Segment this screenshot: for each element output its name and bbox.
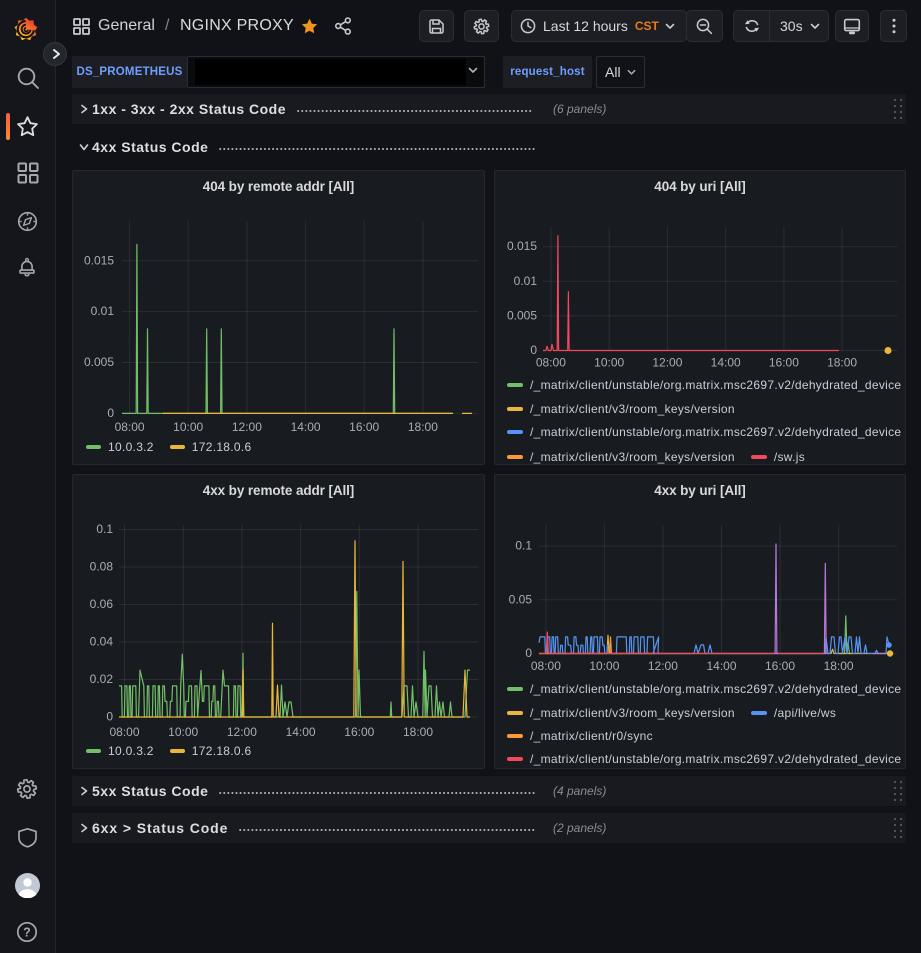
svg-text:0.1: 0.1	[96, 522, 113, 536]
svg-text:0.015: 0.015	[84, 253, 114, 267]
svg-text:18:00: 18:00	[827, 356, 857, 370]
svg-text:0: 0	[525, 646, 532, 660]
svg-text:14:00: 14:00	[286, 725, 316, 739]
svg-text:10:00: 10:00	[589, 659, 619, 673]
svg-text:0.015: 0.015	[507, 239, 537, 253]
svg-text:0: 0	[107, 406, 114, 420]
svg-text:10:00: 10:00	[594, 356, 624, 370]
svg-text:08:00: 08:00	[536, 356, 566, 370]
svg-text:16:00: 16:00	[765, 659, 795, 673]
svg-text:14:00: 14:00	[711, 356, 741, 370]
svg-text:0.04: 0.04	[90, 635, 114, 649]
svg-text:14:00: 14:00	[291, 420, 321, 434]
svg-text:0.1: 0.1	[515, 539, 532, 553]
svg-text:14:00: 14:00	[706, 659, 736, 673]
svg-text:18:00: 18:00	[408, 420, 438, 434]
svg-text:12:00: 12:00	[232, 420, 262, 434]
svg-text:10:00: 10:00	[173, 420, 203, 434]
svg-text:08:00: 08:00	[115, 420, 145, 434]
svg-text:16:00: 16:00	[769, 356, 799, 370]
svg-text:12:00: 12:00	[227, 725, 257, 739]
svg-text:12:00: 12:00	[652, 356, 682, 370]
svg-text:0.005: 0.005	[507, 308, 537, 322]
svg-text:0.005: 0.005	[84, 355, 114, 369]
svg-text:0.01: 0.01	[91, 304, 115, 318]
svg-text:08:00: 08:00	[109, 725, 139, 739]
svg-text:16:00: 16:00	[344, 725, 374, 739]
svg-text:12:00: 12:00	[648, 659, 678, 673]
svg-text:0.08: 0.08	[90, 560, 114, 574]
svg-text:0.01: 0.01	[514, 274, 538, 288]
svg-text:?: ?	[23, 925, 31, 939]
svg-text:0: 0	[106, 710, 113, 724]
svg-text:18:00: 18:00	[403, 725, 433, 739]
svg-text:10:00: 10:00	[168, 725, 198, 739]
svg-text:08:00: 08:00	[531, 659, 561, 673]
svg-text:0.06: 0.06	[90, 597, 114, 611]
svg-text:16:00: 16:00	[349, 420, 379, 434]
svg-text:18:00: 18:00	[824, 659, 854, 673]
svg-text:0.02: 0.02	[90, 672, 114, 686]
svg-text:0: 0	[530, 343, 537, 357]
svg-text:0.05: 0.05	[509, 592, 533, 606]
